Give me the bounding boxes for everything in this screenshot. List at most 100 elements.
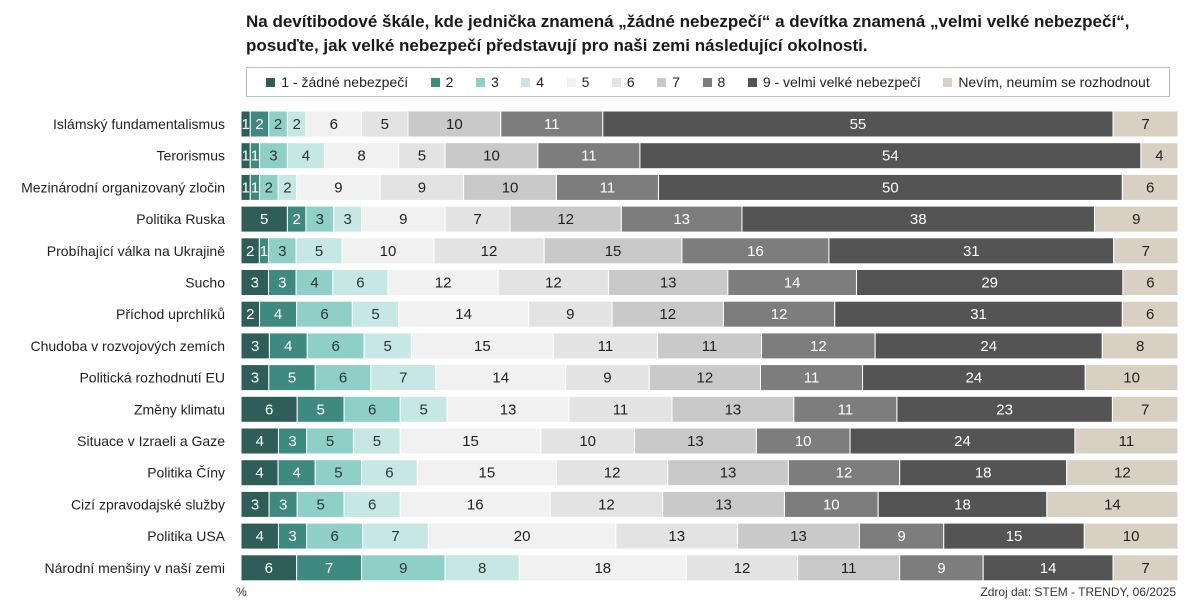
data-label: 11 bbox=[841, 560, 857, 577]
category-label: Politika Číny bbox=[147, 465, 225, 481]
data-label: 1 bbox=[260, 243, 268, 260]
data-label: 13 bbox=[668, 528, 685, 545]
legend-item: 6 bbox=[611, 74, 635, 90]
bar-segment bbox=[268, 490, 298, 518]
bar-segment bbox=[1111, 395, 1179, 423]
bar-segment bbox=[259, 300, 298, 328]
category-label: Terorismus bbox=[157, 148, 225, 164]
bar-segment bbox=[555, 173, 659, 201]
bar-segment bbox=[858, 522, 945, 550]
data-label: 4 bbox=[302, 148, 310, 165]
data-label: 1 bbox=[251, 148, 259, 165]
data-label: 12 bbox=[734, 560, 751, 577]
legend-label: 8 bbox=[717, 74, 726, 90]
data-label: 9 bbox=[566, 306, 574, 323]
bar-segment bbox=[446, 395, 570, 423]
data-label: 9 bbox=[937, 560, 945, 577]
data-label: 4 bbox=[284, 338, 292, 355]
data-label: 11 bbox=[598, 338, 614, 355]
legend: 1 - žádné nebezpečí 2 3 4 5 6 7 8 9 - velmi velk… bbox=[246, 67, 1170, 97]
data-label: 15 bbox=[479, 465, 496, 482]
bar-segment bbox=[363, 332, 412, 360]
bar-segment bbox=[268, 269, 297, 296]
bar-segment bbox=[277, 522, 308, 550]
data-label: 7 bbox=[473, 211, 481, 228]
bar-segment bbox=[793, 395, 898, 423]
bar-segment bbox=[407, 110, 502, 138]
data-label: 6 bbox=[265, 401, 273, 418]
legend-swatch bbox=[430, 77, 440, 87]
data-label: 5 bbox=[418, 148, 426, 165]
data-label: 11 bbox=[804, 370, 820, 387]
data-label: 4 bbox=[274, 306, 282, 323]
data-label: 5 bbox=[260, 211, 268, 228]
data-label: 14 bbox=[455, 306, 472, 323]
bar-segment bbox=[1083, 522, 1179, 550]
bar-segment bbox=[537, 142, 641, 170]
bar-segment bbox=[1084, 364, 1179, 392]
data-label: 9 bbox=[399, 560, 407, 577]
category-label: Mezinárodní organizovaný zločin bbox=[21, 179, 225, 195]
bar-segment bbox=[543, 237, 683, 265]
legend-label: 4 bbox=[536, 74, 545, 90]
data-label: 15 bbox=[1006, 528, 1023, 545]
data-label: 7 bbox=[1142, 243, 1150, 260]
bar-segment bbox=[370, 364, 437, 392]
bar-segment bbox=[268, 332, 308, 360]
data-label: 5 bbox=[315, 243, 323, 260]
bar-segment bbox=[410, 332, 554, 360]
data-label: 5 bbox=[373, 433, 381, 450]
data-label: 12 bbox=[598, 496, 615, 513]
data-label: 2 bbox=[255, 116, 263, 133]
category-label: Sucho bbox=[185, 275, 225, 291]
data-label: 3 bbox=[288, 433, 296, 450]
bar-segment bbox=[240, 459, 279, 487]
data-label: 3 bbox=[278, 275, 286, 292]
data-label: 11 bbox=[613, 401, 629, 418]
data-label: 3 bbox=[279, 496, 287, 513]
bar-segment bbox=[648, 364, 762, 392]
bar-segment bbox=[362, 522, 429, 550]
bar-segment bbox=[305, 110, 363, 138]
legend-item: 1 - žádné nebezpečí bbox=[266, 74, 408, 90]
bar-segment bbox=[671, 395, 795, 423]
data-label: 13 bbox=[673, 211, 690, 228]
data-label: 18 bbox=[594, 560, 611, 577]
data-label: 6 bbox=[331, 528, 339, 545]
bar-segment bbox=[943, 522, 1085, 550]
data-label: 2 bbox=[292, 116, 300, 133]
bar-segment bbox=[240, 332, 270, 360]
bar-segment bbox=[296, 490, 345, 518]
data-label: 9 bbox=[399, 211, 407, 228]
data-label: 6 bbox=[1146, 306, 1154, 323]
data-label: 14 bbox=[784, 275, 801, 292]
bar-segment bbox=[555, 459, 669, 487]
data-label: 15 bbox=[474, 338, 491, 355]
data-label: 12 bbox=[604, 465, 621, 482]
bar-segment bbox=[379, 173, 465, 201]
data-label: 9 bbox=[418, 179, 426, 196]
legend-swatch bbox=[521, 77, 531, 87]
legend-swatch bbox=[566, 77, 576, 87]
data-label: 24 bbox=[954, 433, 971, 450]
data-label: 12 bbox=[545, 275, 562, 292]
bar-segment bbox=[240, 269, 270, 296]
data-label: 7 bbox=[1141, 560, 1149, 577]
category-label: Politika Ruska bbox=[136, 211, 225, 227]
bar-segment bbox=[295, 237, 343, 265]
bar-segment bbox=[662, 490, 785, 518]
bar-segment bbox=[433, 237, 545, 265]
data-label: 15 bbox=[605, 243, 622, 260]
bar-segment bbox=[667, 459, 789, 487]
bar-segment bbox=[737, 522, 860, 550]
data-label: 18 bbox=[954, 496, 971, 513]
bar-segment bbox=[565, 364, 650, 392]
bar-segment bbox=[361, 459, 418, 487]
bar-segment bbox=[741, 205, 1096, 233]
data-label: 6 bbox=[368, 401, 376, 418]
data-label: 13 bbox=[687, 433, 704, 450]
bar-segment bbox=[398, 300, 530, 328]
data-label: 11 bbox=[600, 179, 616, 196]
bar-segment bbox=[568, 395, 673, 423]
bar-segment bbox=[361, 110, 409, 138]
